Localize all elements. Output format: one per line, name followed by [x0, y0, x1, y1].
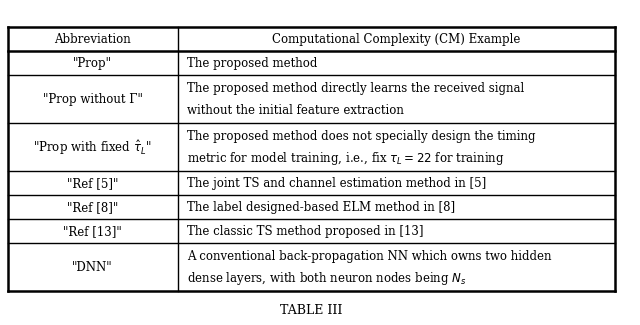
Text: The classic TS method proposed in [13]: The classic TS method proposed in [13] [187, 225, 424, 238]
Text: A conventional back-propagation NN which owns two hidden: A conventional back-propagation NN which… [187, 250, 552, 263]
Text: metric for model training, i.e., fix $\tau_L = 22$ for training: metric for model training, i.e., fix $\t… [187, 150, 505, 167]
Text: without the initial feature extraction: without the initial feature extraction [187, 104, 404, 117]
Text: The label designed-based ELM method in [8]: The label designed-based ELM method in [… [187, 201, 455, 214]
Text: The proposed method: The proposed method [187, 57, 317, 70]
Text: The proposed method does not specially design the timing: The proposed method does not specially d… [187, 130, 536, 143]
Text: "DNN": "DNN" [72, 261, 113, 274]
Text: "Prop with fixed $\hat{\tau}_L$": "Prop with fixed $\hat{\tau}_L$" [33, 138, 152, 157]
Text: "Prop": "Prop" [73, 57, 112, 70]
Text: "Ref [8]": "Ref [8]" [67, 201, 118, 214]
Text: TABLE III: TABLE III [280, 304, 342, 317]
Text: "Ref [5]": "Ref [5]" [67, 177, 118, 190]
Text: dense layers, with both neuron nodes being $N_s$: dense layers, with both neuron nodes bei… [187, 270, 467, 287]
Text: Computational Complexity (CM) Example: Computational Complexity (CM) Example [273, 33, 521, 46]
Text: Abbreviation: Abbreviation [54, 33, 131, 46]
Text: "Prop without Γ": "Prop without Γ" [43, 93, 143, 106]
Text: The proposed method directly learns the received signal: The proposed method directly learns the … [187, 82, 524, 95]
Text: "Ref [13]": "Ref [13]" [63, 225, 122, 238]
Text: The joint TS and channel estimation method in [5]: The joint TS and channel estimation meth… [187, 177, 486, 190]
